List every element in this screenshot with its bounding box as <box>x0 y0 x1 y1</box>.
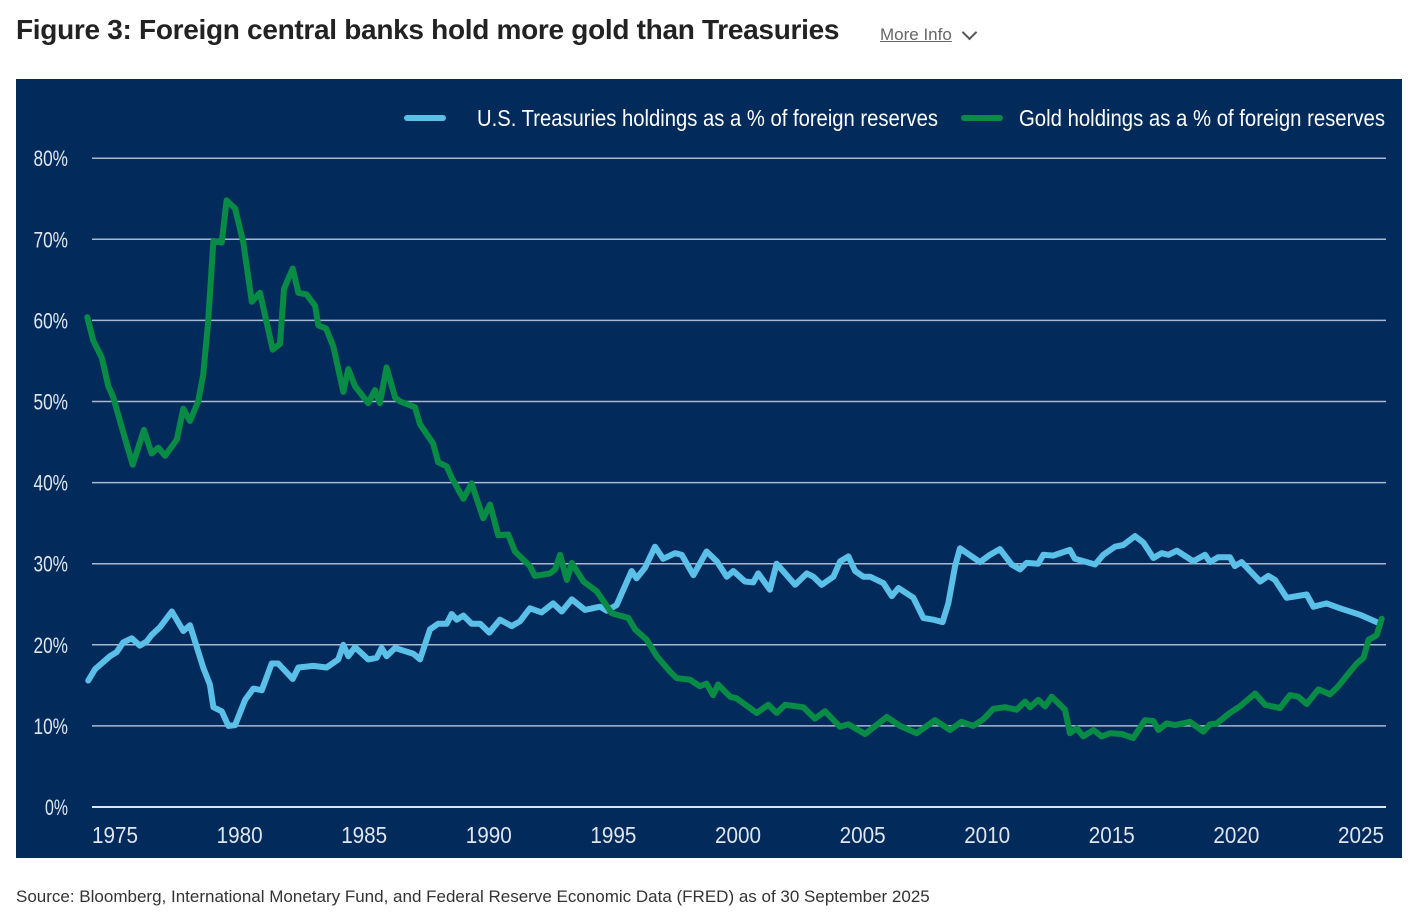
legend: U.S. Treasuries holdings as a % of forei… <box>404 105 1385 131</box>
series-line-gold <box>84 197 1385 742</box>
y-tick-label: 80% <box>34 146 69 171</box>
y-tick-label: 40% <box>34 471 69 496</box>
more-info-label: More Info <box>880 25 952 44</box>
chart-panel: 0% 10% 20% 30% 40% 50% 60% 70% 80% 1975 1980 1985 1… <box>16 79 1402 858</box>
y-tick-label: 60% <box>34 308 69 333</box>
y-tick-label: 0% <box>45 795 68 820</box>
x-tick-label: 1990 <box>466 822 512 848</box>
x-tick-label: 2025 <box>1338 822 1384 848</box>
figure-title: Figure 3: Foreign central banks hold mor… <box>16 14 840 45</box>
more-info-button[interactable]: More Info <box>880 24 978 45</box>
x-tick-label: 1975 <box>92 822 138 848</box>
x-tick-label: 2010 <box>964 822 1010 848</box>
x-tick-label: 2000 <box>715 822 761 848</box>
y-tick-label: 10% <box>34 714 69 739</box>
source-note: Source: Bloomberg, International Monetar… <box>16 887 930 906</box>
x-tick-label: 1985 <box>341 822 387 848</box>
x-tick-label: 2005 <box>840 822 886 848</box>
x-tick-label: 2020 <box>1213 822 1259 848</box>
legend-label-treasuries: U.S. Treasuries holdings as a % of forei… <box>477 105 938 131</box>
y-tick-label: 20% <box>34 633 69 658</box>
x-tick-label: 2015 <box>1089 822 1135 848</box>
y-tick-label: 70% <box>34 227 69 252</box>
legend-label-gold: Gold holdings as a % of foreign reserves <box>1019 105 1385 131</box>
line-chart: 0% 10% 20% 30% 40% 50% 60% 70% 80% 1975 1980 1985 1… <box>34 105 1386 848</box>
y-tick-label: 30% <box>34 552 69 577</box>
x-tick-label: 1995 <box>590 822 636 848</box>
x-tick-label: 1980 <box>217 822 263 848</box>
series-line-treasuries <box>85 533 1380 729</box>
y-tick-label: 50% <box>34 390 69 415</box>
chevron-down-icon <box>961 24 978 40</box>
